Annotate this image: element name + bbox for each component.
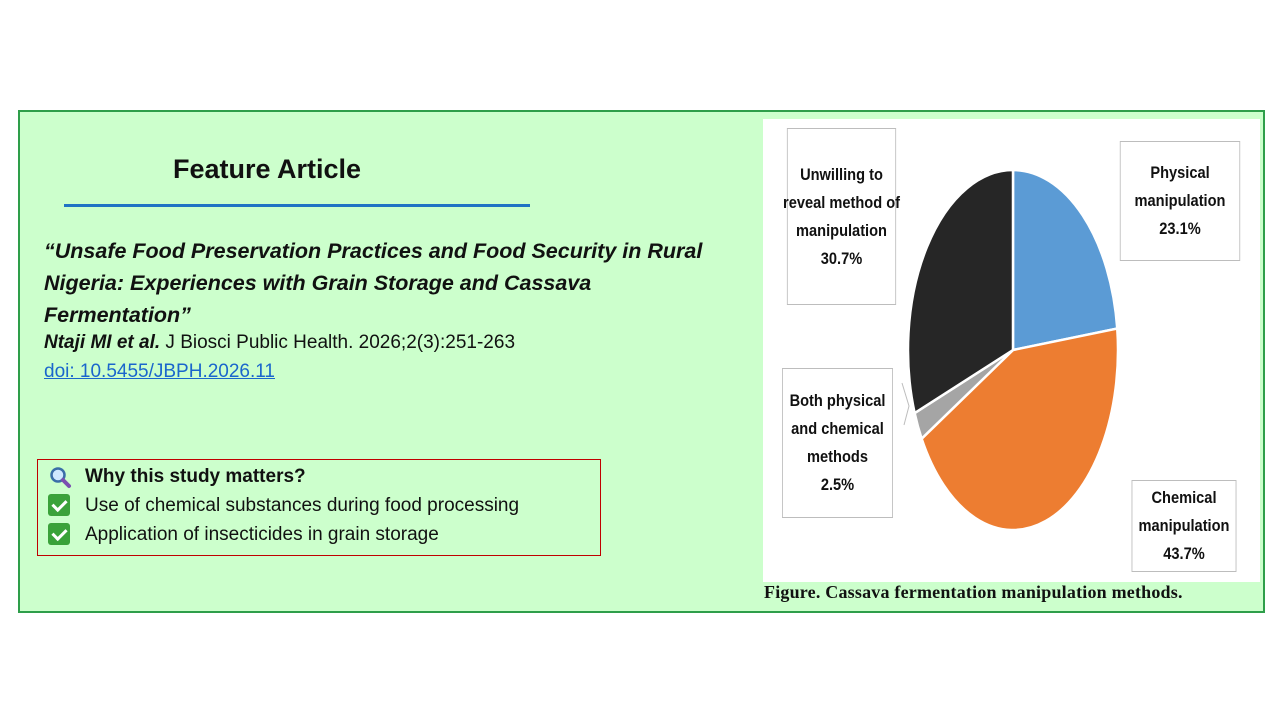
slice-label-line: 2.5% xyxy=(820,475,855,494)
why-point-row: Use of chemical substances during food p… xyxy=(48,494,519,518)
heading-underline xyxy=(64,204,530,207)
slice-label-line: 23.1% xyxy=(1159,219,1201,238)
article-journal: J Biosci Public Health. 2026;2(3):251-26… xyxy=(160,332,516,353)
slice-label-unwilling: Unwilling to reveal method of manipulati… xyxy=(783,128,900,305)
slice-label-line: manipulation xyxy=(1138,516,1230,535)
magnifier-icon xyxy=(48,465,72,489)
why-title-row: Why this study matters? xyxy=(48,465,306,489)
slice-label-line: reveal method of xyxy=(783,192,901,212)
pie-slice-physical xyxy=(1011,168,1119,352)
feature-heading: Feature Article xyxy=(173,154,362,184)
slice-label-line: Both physical xyxy=(789,391,886,410)
slice-label-line: 43.7% xyxy=(1163,544,1205,563)
figure-caption: Figure. Cassava fermentation manipulatio… xyxy=(764,582,1183,602)
slice-label-line: Unwilling to xyxy=(800,164,883,184)
article-authors: Ntaji MI et al. xyxy=(44,332,161,353)
pie-slice-chemical xyxy=(920,327,1120,532)
slice-label-chemical: Chemical manipulation 43.7% xyxy=(1131,480,1237,572)
why-box xyxy=(37,459,601,556)
slice-label-line: manipulation xyxy=(1134,191,1226,210)
checkmark-icon xyxy=(48,523,72,547)
slice-label-line: Chemical xyxy=(1151,488,1217,507)
article-citation: Ntaji MI et al. J Biosci Public Health. … xyxy=(44,332,515,354)
why-title: Why this study matters? xyxy=(85,466,306,487)
slice-label-line: and chemical xyxy=(791,419,884,438)
slice-label-physical: Physical manipulation 23.1% xyxy=(1119,141,1241,261)
slice-label-both: Both physical and chemical methods 2.5% xyxy=(782,368,893,518)
label-leader-line xyxy=(901,382,910,426)
why-point: Use of chemical substances during food p… xyxy=(85,495,520,516)
pie-chart xyxy=(901,168,1120,532)
pie-slice-unwilling xyxy=(906,168,1015,416)
slice-label-line: 30.7% xyxy=(820,248,863,268)
slice-label-line: methods xyxy=(807,447,868,466)
why-point: Application of insecticides in grain sto… xyxy=(85,524,439,545)
doi-link[interactable]: doi: 10.5455/JBPH.2026.11 xyxy=(44,361,275,382)
slice-label-line: Physical xyxy=(1150,163,1210,182)
why-point-row: Application of insecticides in grain sto… xyxy=(48,523,439,547)
article-title: “Unsafe Food Preservation Practices and … xyxy=(44,239,703,327)
slice-label-line: manipulation xyxy=(796,220,887,240)
checkmark-icon xyxy=(48,494,72,518)
